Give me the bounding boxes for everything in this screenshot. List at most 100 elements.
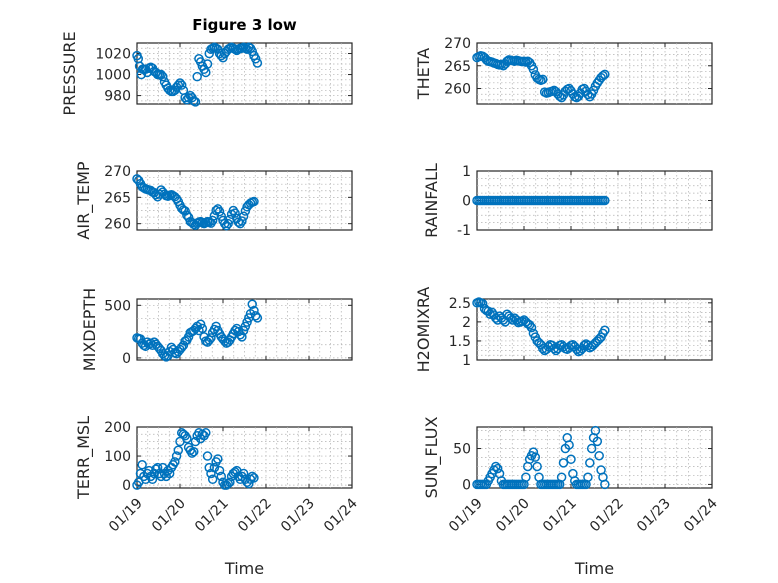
data-point: [240, 321, 251, 332]
y-axis-label: PRESSURE: [60, 31, 79, 115]
data-point: [594, 450, 604, 461]
data-point: [189, 446, 199, 457]
data-point: [140, 474, 151, 485]
data-point: [247, 299, 257, 310]
x-axis-label: Time: [224, 559, 264, 578]
data-point: [585, 458, 595, 468]
y-tick-label: 1: [462, 353, 471, 369]
y-tick-label: 200: [104, 420, 131, 436]
data-point: [600, 479, 610, 490]
data-point: [225, 477, 235, 487]
data-point: [252, 313, 263, 323]
data-point: [247, 46, 257, 57]
data-point: [528, 447, 539, 457]
data-point: [192, 71, 202, 82]
data-point: [600, 195, 610, 206]
data-point: [209, 462, 220, 473]
data-point: [586, 443, 597, 454]
data-point: [173, 445, 184, 455]
data-point: [171, 451, 182, 461]
data-point: [152, 462, 163, 473]
x-tick-label: 01/21: [540, 496, 580, 536]
data-point: [590, 425, 601, 436]
y-tick-label: 270: [104, 164, 131, 180]
data-point: [207, 474, 218, 485]
y-tick-label: 270: [444, 36, 471, 52]
data-point: [207, 215, 218, 226]
data-point: [249, 473, 259, 483]
data-point: [164, 468, 175, 479]
data-point: [526, 322, 537, 333]
y-axis-label: SUN_FLUX: [422, 417, 442, 499]
y-tick-label: 0: [122, 351, 131, 367]
figure-title: Figure 3 low: [192, 16, 297, 34]
data-point: [538, 74, 548, 85]
data-point: [238, 468, 249, 479]
data-point: [600, 325, 610, 336]
data-point: [190, 97, 201, 107]
y-tick-label: 0: [462, 194, 471, 210]
y-axis-label: THETA: [414, 48, 433, 100]
data-point: [524, 320, 535, 330]
x-tick-label: 01/19: [106, 496, 146, 536]
data-point: [583, 472, 593, 482]
data-point: [180, 92, 190, 103]
x-tick-label: 01/23: [278, 496, 318, 536]
data-point: [213, 454, 223, 464]
x-tick-label: 01/24: [321, 495, 361, 535]
data-point: [250, 311, 261, 321]
data-point: [249, 196, 259, 207]
subplot-pressure: 980 1000 1020 PRESSURE: [60, 31, 353, 116]
y-tick-label: 980: [104, 89, 131, 105]
x-tick-label: 01/23: [634, 496, 674, 536]
y-tick-label: 0: [122, 478, 131, 494]
y-tick-label: 265: [104, 190, 131, 206]
subplot-theta: 260 265 270 THETA: [414, 36, 713, 105]
data-point: [170, 457, 180, 467]
data-point: [216, 211, 227, 222]
data-point: [242, 317, 252, 327]
data-point: [238, 325, 249, 336]
data-point: [187, 448, 197, 458]
data-point: [204, 335, 214, 345]
data-point: [566, 454, 576, 465]
y-tick-label: 2.5: [449, 296, 471, 312]
data-point: [206, 333, 216, 343]
data-point: [216, 471, 227, 482]
y-tick-label: 260: [104, 217, 131, 233]
data-point: [190, 436, 201, 447]
data-point: [173, 80, 184, 90]
data-point: [211, 321, 221, 332]
data-point: [492, 463, 503, 474]
data-point: [182, 433, 192, 444]
data-point: [175, 78, 185, 88]
data-point: [202, 451, 213, 461]
data-point: [223, 218, 233, 229]
data-point: [176, 80, 187, 90]
y-tick-label: 265: [444, 59, 471, 75]
data-point: [252, 58, 263, 68]
data-point: [204, 462, 214, 473]
data-point: [491, 461, 501, 472]
y-tick-label: 0: [462, 477, 471, 493]
data-point: [558, 458, 569, 468]
data-point: [195, 319, 206, 329]
data-point: [202, 59, 213, 69]
data-point: [201, 428, 211, 438]
x-tick-label: 01/20: [493, 496, 533, 536]
data-point: [237, 216, 247, 226]
data-point: [564, 440, 574, 450]
subplot-rainfall: -1 0 1 RAINFALL: [422, 163, 713, 239]
data-point: [556, 472, 567, 482]
x-tick-label: 01/22: [587, 496, 627, 536]
data-point: [237, 332, 247, 342]
y-axis-label: H2OMIXRA: [414, 287, 433, 373]
data-point: [214, 206, 225, 217]
data-point: [158, 71, 168, 82]
subplot-h2omixra: 1 1.5 2 2.5 H2OMIXRA: [414, 287, 713, 373]
y-axis-label: TERR_MSL: [74, 416, 94, 500]
data-point: [532, 461, 542, 472]
y-tick-label: 1.5: [449, 334, 471, 350]
